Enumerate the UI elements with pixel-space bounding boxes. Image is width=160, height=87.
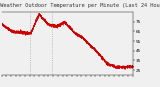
Text: Milwaukee Weather Outdoor Temperature per Minute (Last 24 Hours): Milwaukee Weather Outdoor Temperature pe… [0,3,160,8]
